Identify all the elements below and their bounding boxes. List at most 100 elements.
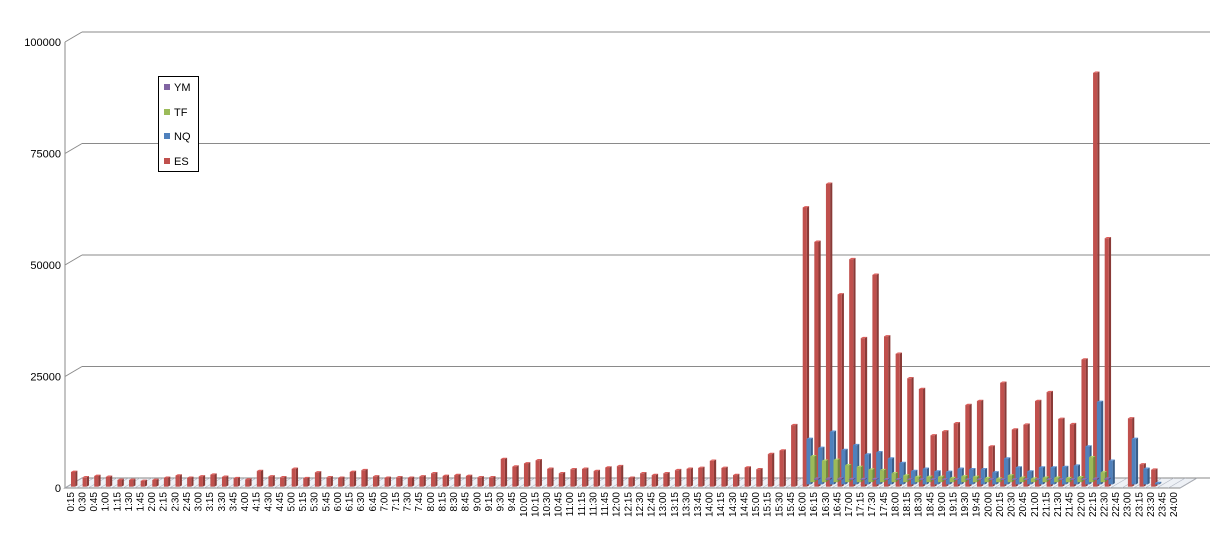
bar-top-nq (887, 457, 895, 459)
bar-ym (860, 479, 865, 480)
bar-es (709, 460, 714, 487)
bar-top-ym (965, 478, 972, 480)
bar-nq (899, 463, 904, 485)
bar-tf (972, 476, 978, 483)
bar-side-es (806, 206, 810, 487)
bar-side-es (98, 474, 101, 487)
y-tick-label: 25000 (30, 372, 61, 384)
bar-top-tf (856, 465, 864, 468)
bar-top-es (1011, 428, 1019, 430)
bar-top-es (349, 470, 357, 472)
bar-side-ym (934, 478, 937, 480)
y-tick-label: 50000 (30, 260, 61, 272)
bar-side-ym (945, 478, 949, 480)
bar-side-tf (1104, 471, 1108, 483)
bar-top-es (674, 468, 682, 471)
bar-side-es (516, 465, 519, 487)
bar-top-tf (938, 475, 945, 477)
bar-tf (1042, 477, 1047, 483)
x-tick-label: 13:30 (681, 492, 692, 517)
bar-es (210, 474, 215, 487)
bar-top-nq (818, 446, 825, 448)
x-tick-label: 16:45 (832, 492, 843, 517)
bar-top-es (1093, 71, 1100, 73)
bar-side-ym (992, 478, 995, 480)
bar-side-ym (1096, 477, 1100, 480)
x-tick-label: 5:15 (298, 492, 309, 512)
bar-side-es (551, 467, 554, 487)
bar-side-ym (841, 477, 844, 480)
bar-top-ym (1046, 478, 1053, 480)
bar-top-tf (1089, 455, 1096, 458)
bar-side-es (133, 478, 136, 487)
bar-es (651, 475, 656, 487)
bar-side-ym (1050, 478, 1053, 480)
bar-top-nq (934, 470, 941, 472)
bar-side-es (1108, 236, 1112, 487)
bar-side-ym (829, 477, 833, 480)
bar-top-nq (1085, 445, 1092, 447)
chart-bars (70, 71, 1162, 487)
bar-top-es (791, 423, 798, 426)
x-tick-label: 8:30 (449, 492, 460, 512)
floor-grid (1179, 477, 1198, 489)
x-tick-label: 22:45 (1111, 492, 1122, 517)
x-tick-label: 12:00 (612, 492, 623, 517)
bar-tf (1007, 475, 1012, 483)
x-tick-label: 2:00 (147, 492, 158, 512)
bar-top-es (756, 467, 763, 470)
x-tick-label: 19:00 (937, 492, 948, 517)
bar-nq (1154, 483, 1160, 485)
bar-nq (887, 458, 892, 485)
bar-top-es (338, 476, 345, 478)
bar-top-tf (879, 468, 887, 471)
x-tick-label: 5:00 (286, 492, 297, 512)
bar-side-ym (1027, 478, 1030, 480)
bar-es (605, 467, 610, 487)
bar-top-es (372, 475, 380, 477)
bar-top-es (651, 473, 659, 476)
bar-top-tf (984, 476, 991, 479)
legend-swatch-ym (164, 84, 170, 91)
bar-es (82, 477, 87, 487)
x-tick-label: 11:45 (600, 492, 611, 517)
bar-side-es (411, 476, 415, 487)
x-tick-label: 6:30 (356, 492, 367, 512)
bar-side-es (423, 475, 426, 487)
x-tick-label: 9:45 (507, 492, 518, 512)
chart-legend: YM TF NQ ES (158, 76, 199, 172)
bar-top-nq (945, 470, 953, 472)
bar-top-nq (980, 467, 988, 470)
x-tick-label: 12:30 (635, 492, 646, 517)
x-tick-label: 9:15 (484, 492, 495, 512)
bar-side-es (632, 476, 635, 487)
bar-top-ym (837, 477, 844, 479)
bar-es (1000, 382, 1005, 487)
bar-top-es (523, 462, 531, 464)
x-tick-label: 7:00 (379, 492, 390, 512)
x-tick-label: 18:15 (902, 492, 913, 517)
bar-side-ym (1062, 478, 1065, 480)
bar-es (407, 477, 412, 487)
bar-top-es (721, 466, 728, 468)
bar-top-es (245, 478, 252, 480)
bar-top-es (94, 474, 101, 476)
bar-top-tf (1030, 477, 1038, 479)
bar-side-es (330, 476, 333, 487)
x-tick-label: 14:45 (739, 492, 750, 517)
bar-nq (1015, 467, 1020, 485)
bar-side-es (400, 476, 403, 487)
bar-top-es (640, 471, 647, 474)
bar-es (198, 476, 203, 487)
x-tick-label: 11:30 (588, 492, 599, 517)
bar-tf (903, 475, 908, 483)
bar-top-ym (1081, 478, 1088, 480)
bar-top-es (105, 475, 113, 477)
bar-top-es (698, 466, 705, 468)
bar-es (558, 473, 563, 487)
bar-ym (1104, 478, 1109, 480)
bar-top-nq (1154, 481, 1162, 484)
bar-side-tf (826, 459, 829, 483)
x-tick-label: 11:00 (565, 492, 576, 517)
bar-top-es (384, 476, 391, 478)
